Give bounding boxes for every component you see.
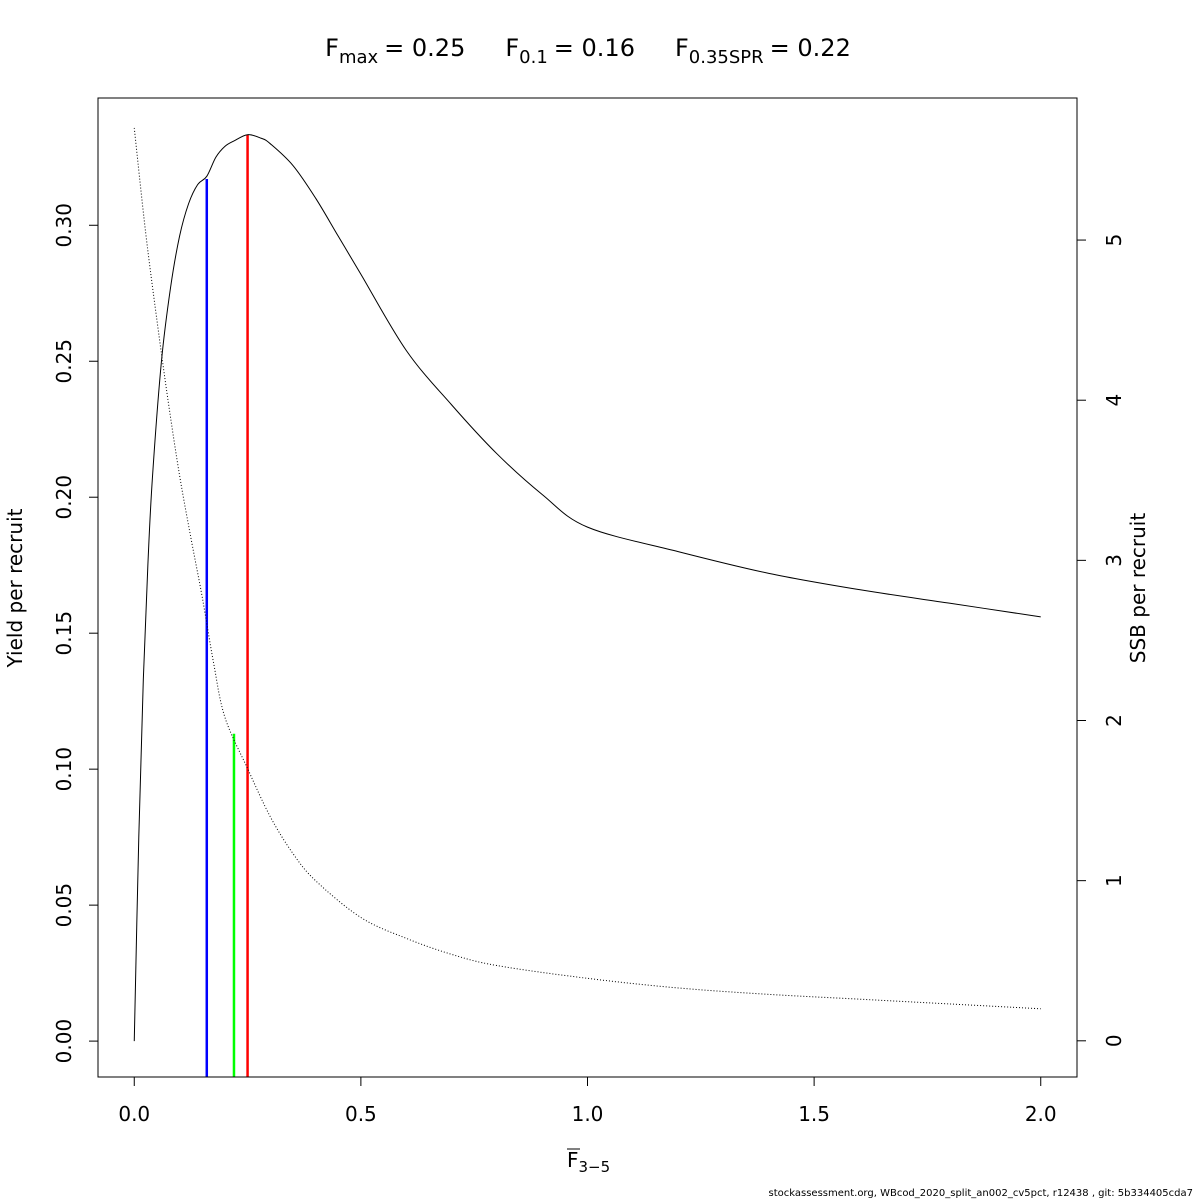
plot-area: [97, 97, 1078, 1078]
reference-lines: [205, 134, 249, 1077]
y-right-tick-label: 2: [1102, 714, 1126, 727]
y-right-tick-label: 3: [1102, 554, 1126, 567]
y-right-tick-label: 4: [1102, 394, 1126, 407]
x-tick-label: 0.0: [118, 1102, 150, 1126]
x-tick-label: 2.0: [1025, 1102, 1057, 1126]
y-axis-left-label: Yield per recruit: [3, 508, 27, 668]
title-part-0-base: F: [325, 34, 339, 62]
x-tick-label: 0.5: [345, 1102, 377, 1126]
y-axis-right: 0 1 2 3 4 5: [1076, 234, 1126, 1047]
x-axis-label-base: F: [567, 1148, 579, 1172]
title-part-2-sub: 0.35SPR: [689, 47, 764, 68]
y-axis-left: 0.00 0.05 0.10 0.15 0.20 0.25 0.30: [52, 203, 99, 1064]
title-part-2-value: = 0.22: [770, 34, 851, 62]
title-part-1-base: F: [505, 34, 519, 62]
x-axis-label-sub: 3−5: [579, 1158, 611, 1176]
title-part-2-base: F: [675, 34, 689, 62]
yield-per-recruit-line: [133, 134, 1041, 1042]
y-left-tick-label: 0.20: [52, 475, 76, 520]
y-left-tick-label: 0.30: [52, 203, 76, 248]
title-part-0-value: = 0.25: [384, 34, 465, 62]
x-axis: 0.0 0.5 1.0 1.5 2.0: [118, 1076, 1057, 1126]
y-right-tick-label: 1: [1102, 874, 1126, 887]
y-left-tick-label: 0.25: [52, 339, 76, 384]
title-part-1-value: = 0.16: [554, 34, 635, 62]
ssb-per-recruit-line: [133, 127, 1041, 1010]
x-axis-label: F3−5: [567, 1148, 610, 1176]
y-left-tick-label: 0.00: [52, 1019, 76, 1064]
y-left-tick-label: 0.10: [52, 747, 76, 792]
title-part-0-sub: max: [339, 47, 379, 68]
chart-title: Fmax = 0.25 F0.1 = 0.16 F0.35SPR = 0.22: [325, 34, 851, 68]
title-part-1-sub: 0.1: [519, 47, 548, 68]
plot-frame: [97, 97, 1078, 1078]
x-tick-label: 1.5: [798, 1102, 830, 1126]
y-left-tick-label: 0.15: [52, 611, 76, 656]
y-right-tick-label: 5: [1102, 234, 1126, 247]
y-left-tick-label: 0.05: [52, 883, 76, 928]
x-tick-label: 1.0: [572, 1102, 604, 1126]
y-axis-right-label: SSB per recruit: [1126, 513, 1150, 664]
footer-source: stockassessment.org, WBcod_2020_split_an…: [769, 1188, 1194, 1199]
y-right-tick-label: 0: [1102, 1034, 1126, 1047]
svg-text:F3−5: F3−5: [567, 1148, 610, 1176]
